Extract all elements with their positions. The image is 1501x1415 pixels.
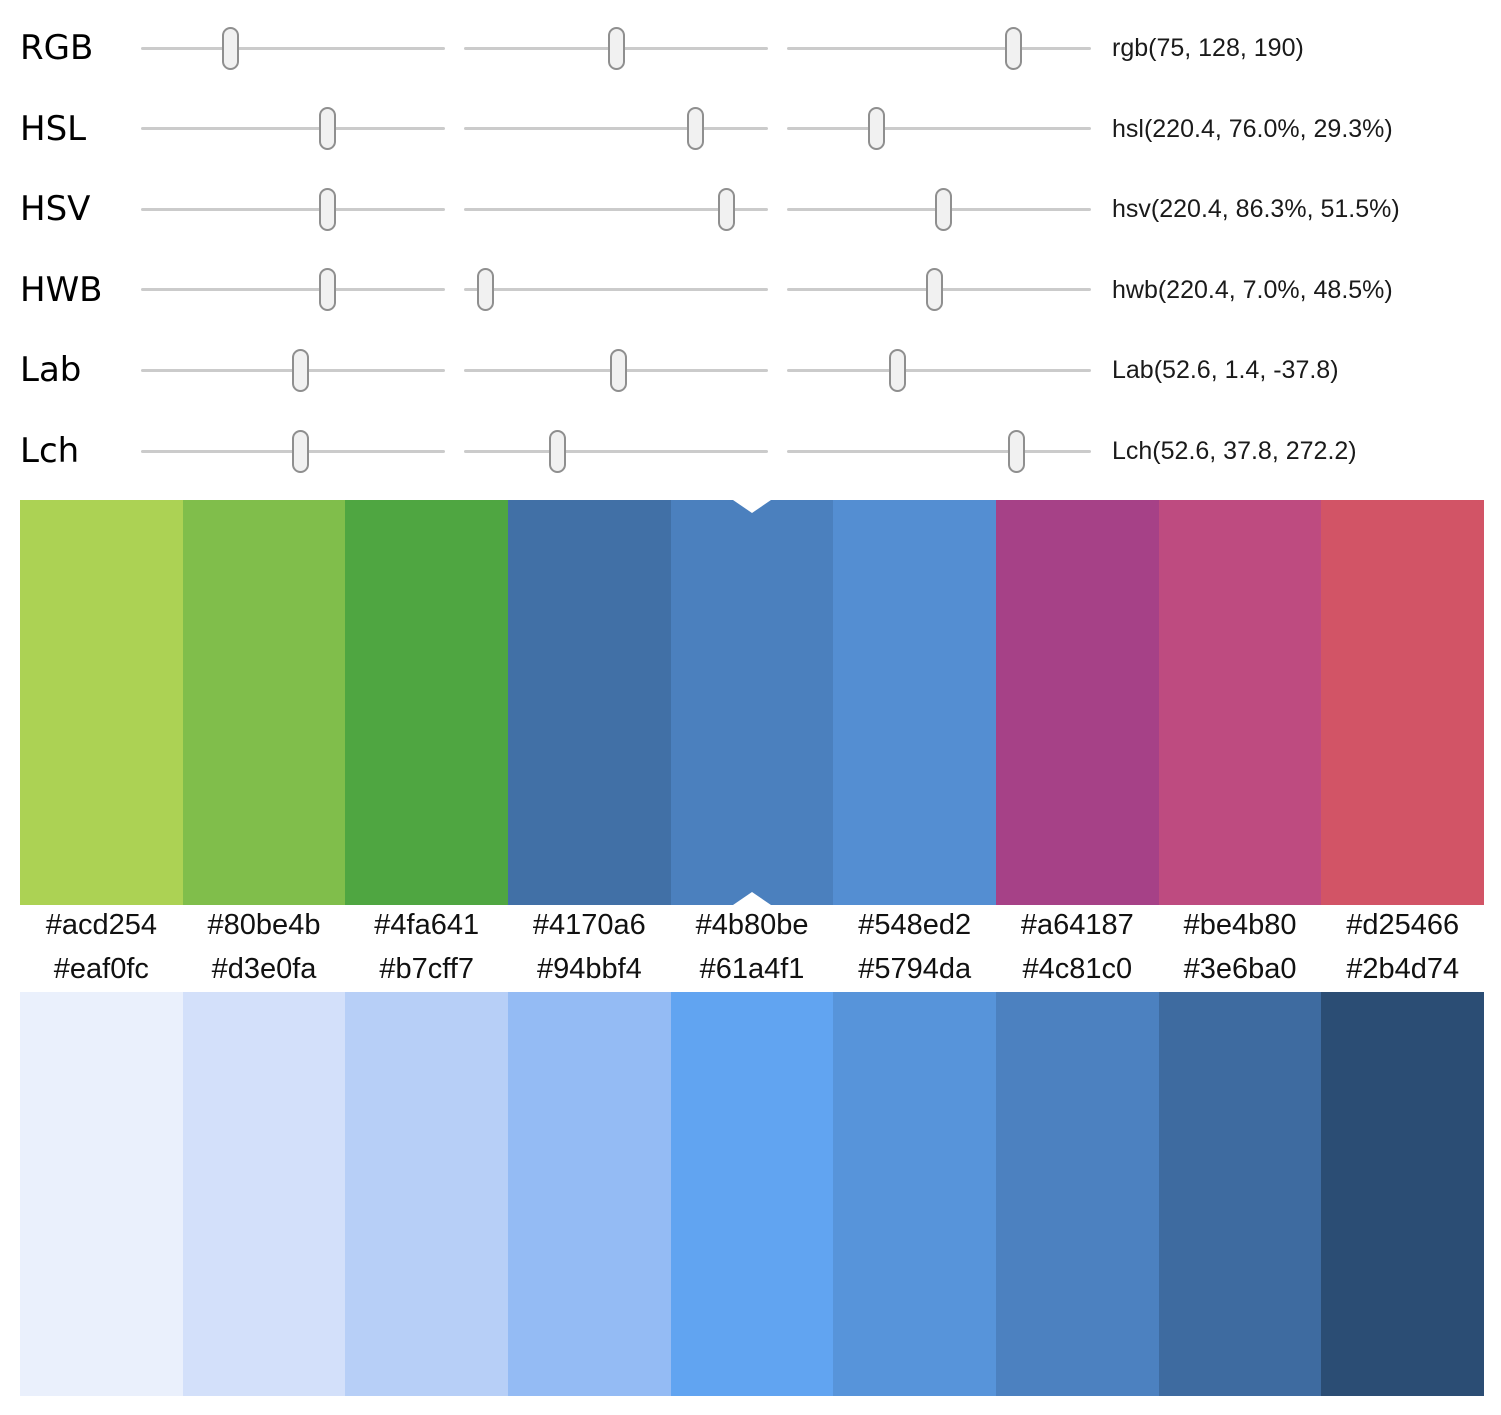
hue-hex-label-2: #80be4b xyxy=(207,909,321,941)
slider-handle-lab-3[interactable] xyxy=(889,348,907,392)
lightness-hex-label-8: #3e6ba0 xyxy=(1183,953,1297,985)
hue-hex-label-8: #be4b80 xyxy=(1183,909,1297,941)
hue-swatch-9[interactable] xyxy=(1321,500,1485,905)
lightness-swatch-7[interactable] xyxy=(996,992,1159,1396)
slider-track-hwb-2[interactable] xyxy=(464,288,768,292)
slider-track-rgb-3[interactable] xyxy=(787,46,1091,50)
slider-handle-lch-3[interactable] xyxy=(1008,429,1026,473)
lightness-hex-label-2: #d3e0fa xyxy=(211,953,317,985)
slider-track-lch-2[interactable] xyxy=(464,449,768,453)
slider-track-hsl-1[interactable] xyxy=(141,127,445,131)
lightness-hex-label-7: #4c81c0 xyxy=(1022,953,1133,985)
slider-handle-rgb-1[interactable] xyxy=(221,26,239,70)
hue-hex-label-3: #4fa641 xyxy=(374,909,480,941)
slider-handle-hsv-1[interactable] xyxy=(318,187,336,231)
hue-swatch-2[interactable] xyxy=(182,500,346,905)
lightness-hex-label-4: #94bbf4 xyxy=(536,953,642,985)
slider-track-hsl-3[interactable] xyxy=(787,127,1091,131)
hue-hex-label-7: #a64187 xyxy=(1020,909,1134,941)
slider-handle-rgb-3[interactable] xyxy=(1004,26,1022,70)
slider-track-hsv-1[interactable] xyxy=(141,207,445,211)
slider-handle-hsl-3[interactable] xyxy=(867,107,885,151)
lightness-swatch-8[interactable] xyxy=(1158,992,1322,1396)
slider-group-label-rgb: RGB xyxy=(20,28,94,68)
hue-palette-strip xyxy=(20,500,1485,905)
hue-swatch-6[interactable] xyxy=(833,500,997,905)
slider-value-text-rgb: rgb(75, 128, 190) xyxy=(1112,34,1304,62)
slider-handle-hsl-2[interactable] xyxy=(686,107,704,151)
hue-hex-label-6: #548ed2 xyxy=(858,909,972,941)
slider-handle-hsv-2[interactable] xyxy=(717,187,735,231)
slider-handle-hwb-1[interactable] xyxy=(318,268,336,312)
lightness-swatch-4[interactable] xyxy=(508,992,671,1396)
slider-group-label-lab: Lab xyxy=(20,350,82,391)
lightness-hex-label-1: #eaf0fc xyxy=(53,953,149,985)
lightness-swatch-5[interactable] xyxy=(670,992,834,1396)
selected-swatch-marker-bottom xyxy=(733,892,771,905)
hue-hex-label-row: #acd254 #80be4b #4fa641 #4170a6 #4b80be #548e… xyxy=(20,906,1484,944)
lightness-hex-label-6: #5794da xyxy=(858,953,972,985)
lightness-hex-label-5: #61a4f1 xyxy=(699,953,805,985)
hue-hex-label-1: #acd254 xyxy=(45,909,157,941)
slider-handle-rgb-2[interactable] xyxy=(608,26,626,70)
slider-track-hsv-2[interactable] xyxy=(464,207,768,211)
hue-swatch-4[interactable] xyxy=(508,500,671,905)
hue-swatch-1[interactable] xyxy=(20,500,183,905)
lightness-hex-label-row: #eaf0fc #d3e0fa #b7cff7 #94bbf4 #61a4f1 #5794… xyxy=(20,950,1484,988)
hue-hex-label-4: #4170a6 xyxy=(532,909,646,941)
slider-handle-lch-1[interactable] xyxy=(292,429,310,473)
lightness-swatch-1[interactable] xyxy=(20,992,183,1396)
slider-group-label-hsv: HSV xyxy=(20,189,91,230)
slider-handle-hwb-3[interactable] xyxy=(925,268,943,312)
slider-group-label-lch: Lch xyxy=(20,431,80,471)
hue-swatch-8[interactable] xyxy=(1158,500,1322,905)
lightness-swatch-6[interactable] xyxy=(833,992,997,1396)
hue-swatch-5[interactable] xyxy=(670,500,834,905)
slider-track-lab-3[interactable] xyxy=(787,368,1091,372)
hue-hex-label-9: #d25466 xyxy=(1346,909,1460,941)
slider-track-hsl-2[interactable] xyxy=(464,127,768,131)
slider-track-hwb-1[interactable] xyxy=(141,288,445,292)
hue-swatch-3[interactable] xyxy=(345,500,509,905)
slider-track-rgb-1[interactable] xyxy=(141,46,445,50)
hue-hex-label-5: #4b80be xyxy=(695,909,809,941)
slider-value-text-lch: Lch(52.6, 37.8, 272.2) xyxy=(1112,437,1357,465)
slider-group-label-hsl: HSL xyxy=(20,108,87,149)
slider-handle-hsv-3[interactable] xyxy=(935,187,953,231)
lightness-swatch-3[interactable] xyxy=(345,992,509,1396)
slider-group-label-hwb: HWB xyxy=(20,269,103,310)
slider-track-lch-3[interactable] xyxy=(787,449,1091,453)
lightness-swatch-2[interactable] xyxy=(182,992,346,1396)
lightness-hex-label-3: #b7cff7 xyxy=(379,953,474,985)
slider-handle-lab-2[interactable] xyxy=(609,348,627,392)
slider-value-text-lab: Lab(52.6, 1.4, -37.8) xyxy=(1112,356,1339,385)
slider-handle-lab-1[interactable] xyxy=(292,348,310,392)
lightness-swatch-9[interactable] xyxy=(1321,992,1485,1396)
hue-swatch-7[interactable] xyxy=(996,500,1159,905)
slider-handle-lch-2[interactable] xyxy=(548,429,566,473)
slider-value-text-hsl: hsl(220.4, 76.0%, 29.3%) xyxy=(1112,114,1393,143)
slider-handle-hwb-2[interactable] xyxy=(476,268,494,312)
lightness-hex-label-9: #2b4d74 xyxy=(1346,953,1460,985)
selected-swatch-marker-top xyxy=(733,500,771,513)
slider-handle-hsl-1[interactable] xyxy=(318,107,336,151)
slider-value-text-hwb: hwb(220.4, 7.0%, 48.5%) xyxy=(1112,275,1393,304)
lightness-palette-strip xyxy=(20,992,1485,1396)
slider-value-text-hsv: hsv(220.4, 86.3%, 51.5%) xyxy=(1112,195,1400,224)
